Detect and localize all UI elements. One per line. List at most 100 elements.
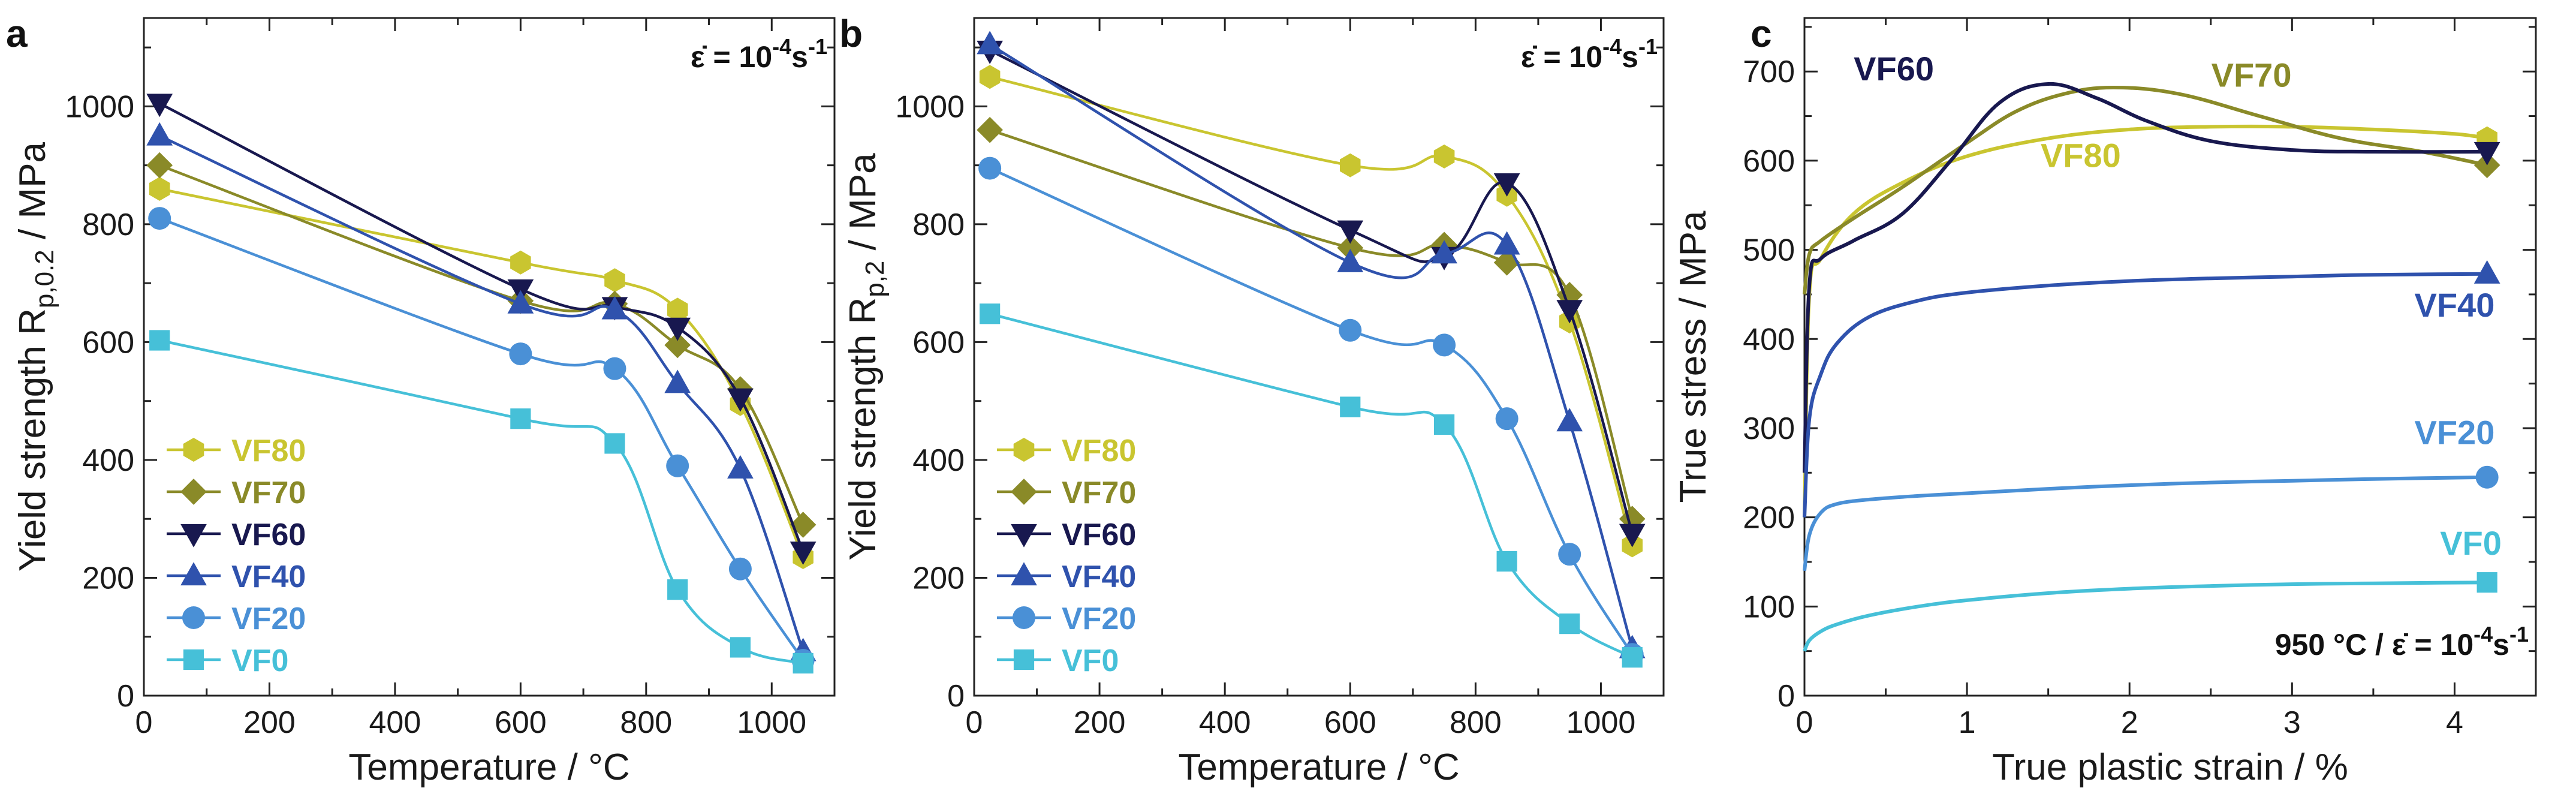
y-tick-label: 1000: [65, 89, 134, 124]
series-line-vf60: [989, 49, 1634, 534]
data-point-vf80: [149, 177, 170, 201]
data-point-vf0: [793, 652, 814, 674]
x-tick-label: 3: [2283, 705, 2301, 740]
data-point-vf60: [664, 317, 691, 341]
data-point-vf60: [1337, 220, 1364, 244]
series-line-vf0: [1803, 581, 2487, 652]
data-point-vf0: [604, 433, 625, 454]
y-tick-label: 800: [912, 207, 965, 242]
y-tick-label: 600: [1743, 144, 1795, 179]
strain-rate-annotation: 950 °C / ε̇ = 10-4s-1: [2275, 622, 2529, 661]
y-tick-label: 700: [1743, 55, 1795, 89]
series-vf60: [977, 40, 1646, 548]
legend: VF80 VF70 VF60 VF40 VF20 VF0: [997, 434, 1136, 678]
x-tick-label: 4: [2446, 705, 2463, 740]
legend-label-vf40: VF40: [231, 560, 306, 594]
data-point-vf0: [1496, 551, 1517, 572]
legend-label-vf0: VF0: [231, 643, 288, 678]
data-point-vf70: [1337, 234, 1364, 261]
data-point-vf0: [980, 303, 1001, 324]
data-point-vf20: [603, 357, 626, 380]
data-point-vf20: [978, 157, 1002, 180]
data-point-vf80: [604, 268, 625, 293]
legend: VF80 VF70 VF60 VF40 VF20 VF0: [167, 434, 306, 678]
legend-label-vf40: VF40: [1062, 560, 1136, 594]
x-tick-label: 1000: [737, 705, 806, 740]
panel-c: 0 1 2 3 4 0 100 200 300 400 500 600 700 True plastic …: [1673, 12, 2537, 788]
x-axis-title: Temperature / °C: [348, 747, 629, 788]
end-marker-vf60: [2473, 142, 2500, 166]
y-axis-title: True stress / MPa: [1673, 210, 1714, 503]
x-axis-title: True plastic strain / %: [1992, 747, 2348, 788]
series-vf0: [980, 303, 1643, 668]
data-point-vf20: [728, 557, 752, 581]
data-point-vf40: [507, 290, 534, 314]
data-point-vf40: [1493, 231, 1520, 255]
y-tick-label: 600: [912, 325, 965, 360]
series-vf40: [1803, 260, 2500, 518]
series-line-vf70: [1803, 86, 2488, 295]
legend-label-vf20: VF20: [1062, 602, 1136, 636]
plot-frame: [973, 17, 1665, 697]
series-vf20: [978, 157, 1644, 666]
legend-label-vf80: VF80: [231, 434, 306, 468]
series-line-vf60: [1803, 82, 2487, 473]
x-tick-label: 400: [369, 705, 421, 740]
x-tick-label: 800: [620, 705, 672, 740]
data-point-vf20: [1433, 333, 1456, 357]
legend-marker-vf70: [180, 479, 207, 505]
data-point-vf40: [601, 296, 628, 320]
data-point-vf80: [510, 250, 531, 275]
data-point-vf20: [666, 454, 689, 477]
legend-marker-vf40: [180, 562, 207, 586]
legend-label-vf20: VF20: [231, 602, 306, 636]
x-tick-label: 0: [1796, 705, 1813, 740]
x-tick-label: 2: [2121, 705, 2138, 740]
y-tick-label: 200: [82, 561, 134, 596]
legend-label-vf80: VF80: [1062, 434, 1136, 468]
data-point-vf60: [1493, 173, 1520, 197]
data-point-vf0: [1340, 396, 1361, 417]
legend-label-vf0: VF0: [1062, 643, 1119, 678]
legend-marker-vf40: [1011, 562, 1037, 586]
y-tick-label: 500: [1743, 233, 1795, 268]
x-tick-label: 600: [495, 705, 547, 740]
y-tick-label: 200: [912, 561, 965, 596]
series-label-vf70: VF70: [2212, 56, 2292, 94]
strain-rate-annotation: ε̇ = 10-4s-1: [1521, 34, 1658, 74]
series-vf70: [1803, 86, 2500, 295]
data-point-vf0: [149, 330, 170, 351]
data-point-vf80: [667, 297, 688, 322]
series-label-vf0: VF0: [2440, 524, 2502, 562]
data-point-vf70: [977, 116, 1003, 143]
data-point-vf40: [1337, 248, 1364, 272]
end-marker-vf20: [2475, 465, 2499, 489]
y-axis-title: Yield strength Rp,0.2 / MPa: [12, 142, 59, 572]
legend-label-vf70: VF70: [231, 476, 306, 510]
strain-rate-annotation: ε̇ = 10-4s-1: [691, 34, 827, 74]
data-point-vf0: [1622, 647, 1643, 668]
series-line-vf20: [1803, 475, 2487, 572]
series-vf60: [1803, 82, 2500, 473]
end-marker-vf40: [2473, 260, 2500, 284]
data-point-vf60: [1556, 300, 1583, 324]
series-label-vf20: VF20: [2415, 414, 2495, 452]
data-point-vf80: [979, 65, 1001, 89]
x-axis-title: Temperature / °C: [1178, 747, 1459, 788]
data-point-vf40: [146, 122, 173, 146]
x-tick-label: 800: [1450, 705, 1502, 740]
legend-marker-vf70: [1011, 479, 1037, 505]
data-point-vf0: [1433, 414, 1455, 435]
series-line-vf40: [989, 43, 1634, 649]
data-point-vf60: [146, 94, 173, 118]
data-point-vf80: [1433, 145, 1455, 169]
data-point-vf0: [730, 637, 751, 658]
y-tick-label: 0: [1777, 679, 1795, 714]
data-point-vf60: [790, 542, 817, 566]
legend-marker-vf60: [180, 524, 207, 548]
panel-a: 0 200 400 600 800 1000 0 200 400 600 800 1000 Temper…: [6, 12, 836, 788]
data-point-vf40: [664, 369, 691, 393]
legend-marker-vf60: [1011, 524, 1037, 548]
data-point-vf70: [146, 152, 173, 179]
